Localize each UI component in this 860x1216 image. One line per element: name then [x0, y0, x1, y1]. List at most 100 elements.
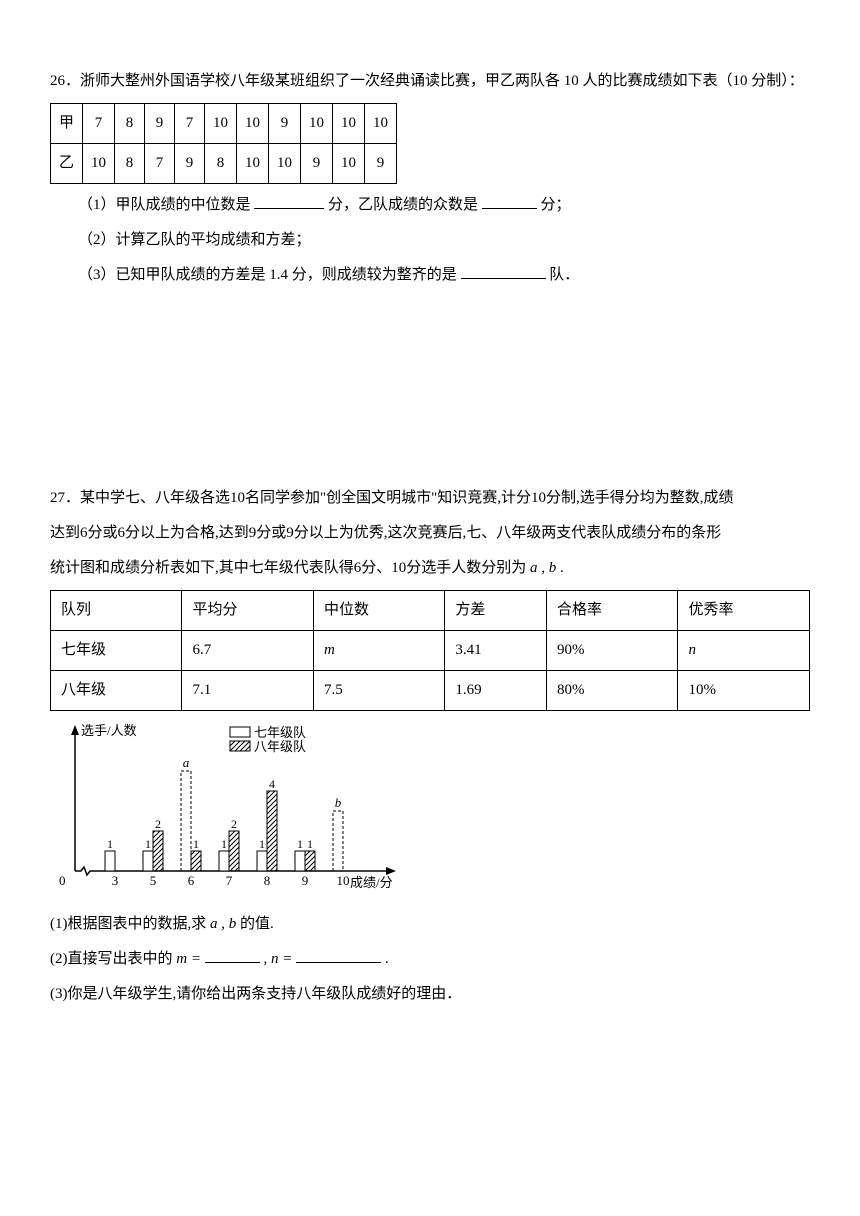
svg-text:b: b [335, 795, 342, 810]
score-cell: 10 [237, 144, 269, 184]
q27-sub2b: , [263, 951, 267, 967]
svg-text:5: 5 [150, 873, 157, 888]
table-cell: 6.7 [182, 631, 313, 671]
svg-text:1: 1 [307, 837, 313, 851]
score-cell: 9 [365, 144, 397, 184]
score-cell: 8 [115, 144, 145, 184]
q27-sub1a: (1)根据图表中的数据,求 [50, 916, 206, 932]
q26-part1: （1）甲队成绩的中位数是 分，乙队成绩的众数是 分； [50, 192, 810, 219]
q27-n-eq: n = [271, 951, 292, 967]
q26-p1a: （1）甲队成绩的中位数是 [78, 197, 251, 213]
q26-p1c: 分； [541, 197, 571, 213]
score-cell: 10 [333, 104, 365, 144]
q27-ab-symbol: a , b [530, 560, 556, 576]
score-cell: 10 [333, 144, 365, 184]
q27-m-eq: m = [176, 951, 201, 967]
table-header-row: 队列平均分中位数方差合格率优秀率 [51, 591, 810, 631]
q26-p3a: （3）已知甲队成绩的方差是 1.4 分，则成绩较为整齐的是 [78, 267, 457, 283]
table-cell: 10% [678, 671, 810, 711]
table-cell: 7.5 [313, 671, 444, 711]
table-row: 甲789710109101010 [51, 104, 397, 144]
column-header: 方差 [445, 591, 547, 631]
q27-bar-chart: 选手/人数成绩/分0七年级队八年级队315126a171281491110b [50, 721, 810, 901]
score-cell: 10 [365, 104, 397, 144]
svg-text:6: 6 [188, 873, 195, 888]
table-cell: 1.69 [445, 671, 547, 711]
q27-intro-l3: 统计图和成绩分析表如下,其中七年级代表队得6分、10分选手人数分别为 a , b… [50, 555, 810, 582]
table-row: 乙10879810109109 [51, 144, 397, 184]
q26-blank-team[interactable] [461, 264, 546, 279]
q27-blank-m[interactable] [205, 948, 260, 963]
q27-blank-n[interactable] [296, 948, 381, 963]
score-cell: 9 [175, 144, 205, 184]
score-cell: 10 [301, 104, 333, 144]
svg-text:a: a [183, 755, 190, 770]
svg-text:成绩/分: 成绩/分 [350, 875, 393, 890]
table-cell: n [678, 631, 810, 671]
q27-sub2a: (2)直接写出表中的 [50, 951, 173, 967]
score-cell: 9 [301, 144, 333, 184]
column-header: 队列 [51, 591, 182, 631]
q27-intro-l2: 达到6分或6分以上为合格,达到9分或9分以上为优秀,这次竞赛后,七、八年级两支代… [50, 520, 810, 547]
q26-blank-mode[interactable] [482, 194, 537, 209]
svg-text:7: 7 [226, 873, 233, 888]
score-cell: 10 [269, 144, 301, 184]
table-row: 七年级6.7m3.4190%n [51, 631, 810, 671]
q27-intro-l3a: 统计图和成绩分析表如下,其中七年级代表队得6分、10分选手人数分别为 [50, 560, 526, 576]
svg-text:9: 9 [302, 873, 309, 888]
svg-text:七年级队: 七年级队 [254, 725, 306, 740]
q27-analysis-table: 队列平均分中位数方差合格率优秀率七年级6.7m3.4190%n八年级7.17.5… [50, 590, 810, 711]
score-cell: 10 [237, 104, 269, 144]
table-cell: 80% [547, 671, 678, 711]
column-header: 中位数 [313, 591, 444, 631]
q26-p1b: 分，乙队成绩的众数是 [328, 197, 478, 213]
score-cell: 7 [83, 104, 115, 144]
svg-text:选手/人数: 选手/人数 [81, 723, 137, 738]
svg-text:0: 0 [59, 873, 66, 888]
q27-sub3: (3)你是八年级学生,请你给出两条支持八年级队成绩好的理由． [50, 981, 810, 1008]
score-cell: 7 [145, 144, 175, 184]
score-cell: 10 [83, 144, 115, 184]
q27-intro-l1: 27．某中学七、八年级各选10名同学参加"创全国文明城市"知识竞赛,计分10分制… [50, 485, 810, 512]
score-cell: 9 [145, 104, 175, 144]
svg-text:8: 8 [264, 873, 271, 888]
score-cell: 10 [205, 104, 237, 144]
svg-text:3: 3 [112, 873, 119, 888]
q26-part2: （2）计算乙队的平均成绩和方差； [50, 227, 810, 254]
row-label: 乙 [51, 144, 83, 184]
table-cell: 7.1 [182, 671, 313, 711]
row-label: 甲 [51, 104, 83, 144]
q26-p3b: 队． [549, 267, 579, 283]
table-cell: 七年级 [51, 631, 182, 671]
table-cell: 90% [547, 631, 678, 671]
score-cell: 9 [269, 104, 301, 144]
score-cell: 8 [115, 104, 145, 144]
svg-text:2: 2 [231, 817, 237, 831]
q26-intro: 26．浙师大整州外国语学校八年级某班组织了一次经典诵读比赛，甲乙两队各 10 人… [50, 68, 810, 95]
q26-score-table: 甲789710109101010乙10879810109109 [50, 103, 397, 184]
q27-sub2: (2)直接写出表中的 m = , n = . [50, 946, 810, 973]
svg-text:1: 1 [145, 837, 151, 851]
q27-ab2: a , b [210, 916, 236, 932]
table-cell: 3.41 [445, 631, 547, 671]
table-row: 八年级7.17.51.6980%10% [51, 671, 810, 711]
q27-sub1: (1)根据图表中的数据,求 a , b 的值. [50, 911, 810, 938]
svg-text:1: 1 [297, 837, 303, 851]
q26-blank-median[interactable] [254, 194, 324, 209]
q27-intro-l3b: . [560, 560, 564, 576]
table-cell: 八年级 [51, 671, 182, 711]
score-cell: 8 [205, 144, 237, 184]
q27-sub2c: . [385, 951, 389, 967]
column-header: 平均分 [182, 591, 313, 631]
column-header: 优秀率 [678, 591, 810, 631]
svg-text:1: 1 [193, 837, 199, 851]
svg-text:2: 2 [155, 817, 161, 831]
column-header: 合格率 [547, 591, 678, 631]
svg-text:10: 10 [337, 873, 350, 888]
svg-text:1: 1 [221, 837, 227, 851]
svg-text:八年级队: 八年级队 [254, 739, 306, 754]
table-cell: m [313, 631, 444, 671]
svg-text:4: 4 [269, 777, 275, 791]
q27-sub1b: 的值. [240, 916, 274, 932]
svg-text:1: 1 [259, 837, 265, 851]
